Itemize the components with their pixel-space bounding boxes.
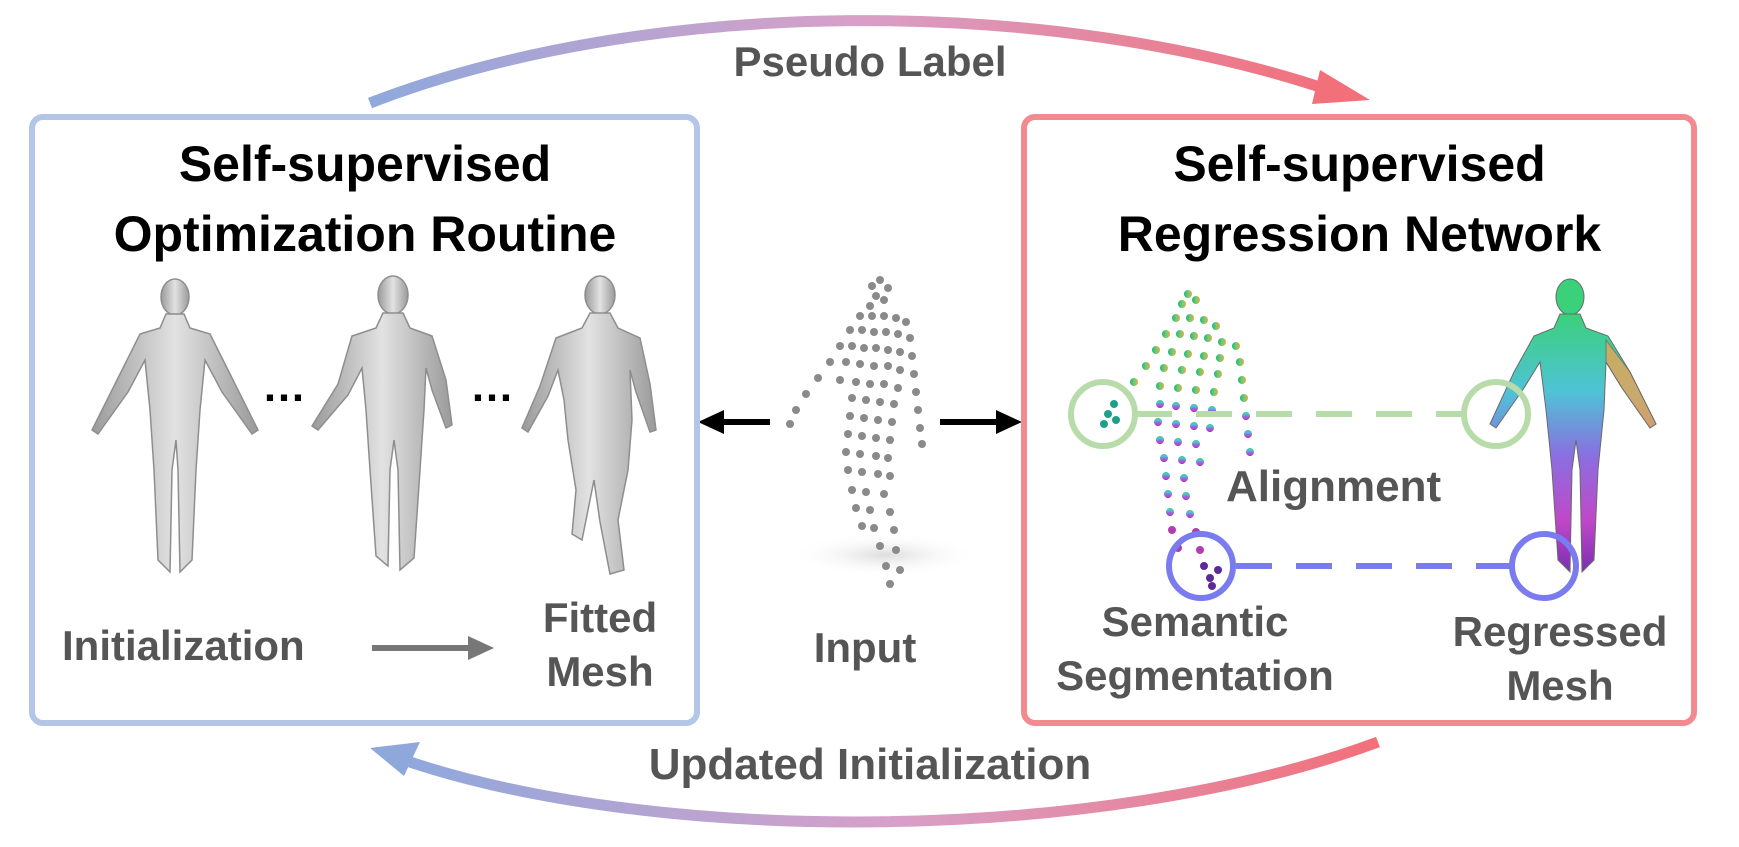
- ellipsis-2: …: [470, 362, 514, 411]
- updated-initialization-text: Updated Initialization: [648, 740, 1092, 789]
- left-panel-title-line1: Self-supervised: [178, 136, 552, 192]
- regressed-mesh-figure: [1489, 278, 1657, 574]
- input-shadow: [790, 533, 980, 577]
- pseudo-label-text: Pseudo Label: [733, 38, 1007, 85]
- arrow-to-left: [698, 410, 770, 434]
- top-arrow-head: [1312, 70, 1370, 104]
- blue-circle-left: [1166, 531, 1236, 601]
- left-panel-border: [29, 114, 700, 726]
- right-panel-border: [1021, 114, 1697, 726]
- mesh-figure-1: [91, 278, 259, 574]
- ellipsis-1: …: [262, 362, 306, 411]
- initialization-arrow: [372, 636, 494, 660]
- fitted-mesh-label-line1: Fitted: [542, 594, 658, 641]
- regressed-mesh-line1: Regressed: [1452, 608, 1668, 655]
- alignment-label: Alignment: [1226, 462, 1442, 511]
- green-circle-left: [1068, 379, 1138, 449]
- fitted-mesh-label-line2: Mesh: [546, 648, 654, 695]
- arrow-to-right: [940, 410, 1022, 434]
- green-circle-right: [1461, 379, 1531, 449]
- bottom-arc-arrow: [408, 736, 1380, 828]
- mesh-figure-2: [310, 275, 453, 572]
- blue-circle-right: [1509, 531, 1579, 601]
- top-arc-arrow: [368, 15, 1337, 109]
- initialization-label: Initialization: [62, 622, 305, 669]
- regressed-mesh-line2: Mesh: [1506, 662, 1614, 709]
- input-label: Input: [813, 624, 917, 671]
- left-panel-title-line2: Optimization Routine: [113, 206, 617, 262]
- mesh-figure-3: [521, 275, 657, 575]
- right-panel-title-line1: Self-supervised: [1173, 136, 1546, 192]
- right-panel-title-line2: Regression Network: [1117, 206, 1602, 262]
- bottom-arrow-head: [370, 742, 420, 776]
- segmented-point-cloud: [1100, 290, 1254, 590]
- input-point-cloud: [786, 276, 926, 588]
- semantic-segmentation-line2: Segmentation: [1056, 652, 1334, 699]
- semantic-segmentation-line1: Semantic: [1101, 598, 1289, 645]
